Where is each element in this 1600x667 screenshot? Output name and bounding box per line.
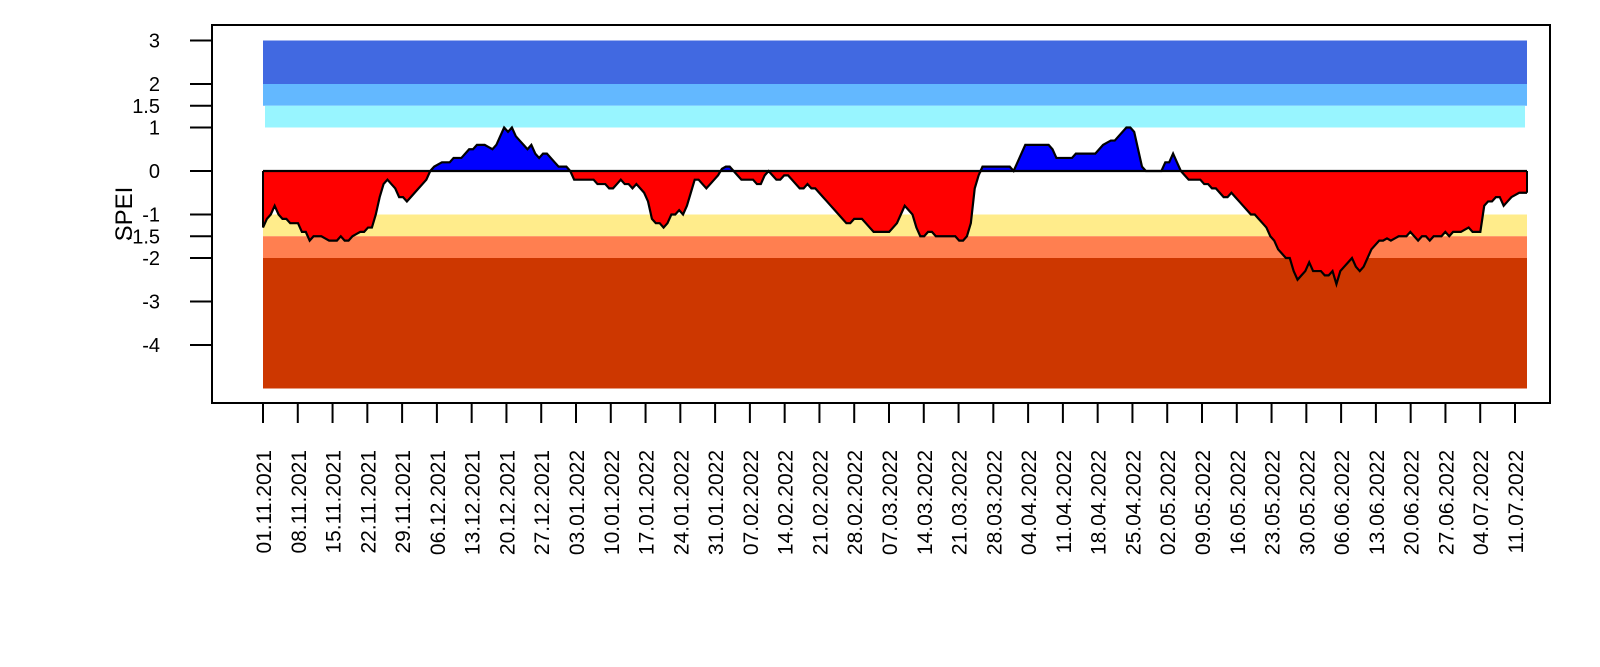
x-tick-label: 10.01.2022 xyxy=(601,450,624,555)
x-tick-label: 28.02.2022 xyxy=(844,450,867,555)
spei-areas xyxy=(261,125,1528,288)
x-tick-label: 09.05.2022 xyxy=(1192,450,1215,555)
x-tick-label: 14.03.2022 xyxy=(914,450,937,555)
x-tick-label: 02.05.2022 xyxy=(1157,450,1180,555)
x-tick-label: 08.11.2021 xyxy=(288,450,311,554)
x-tick-label: 18.04.2022 xyxy=(1088,450,1111,555)
x-tick-label: 04.04.2022 xyxy=(1018,450,1041,555)
x-tick-label: 13.06.2022 xyxy=(1366,450,1389,555)
x-tick-label: 07.03.2022 xyxy=(879,450,902,555)
x-tick-label: 30.05.2022 xyxy=(1296,450,1319,555)
band-1 xyxy=(263,84,1527,106)
x-tick-label: 04.07.2022 xyxy=(1470,450,1493,555)
y-tick-label: 1 xyxy=(149,118,160,140)
x-tick-label: 20.06.2022 xyxy=(1401,450,1424,555)
y-tick-label: 0 xyxy=(149,161,160,183)
x-axis: 01.11.2021 08.11.2021 15.11.2021 22.11.2021… xyxy=(253,402,1528,555)
band-5 xyxy=(263,258,1527,389)
x-tick-label: 31.01.2022 xyxy=(705,450,728,555)
y-tick-label: 2 xyxy=(149,74,160,96)
spei-line xyxy=(261,125,1527,288)
x-tick-label: 17.01.2022 xyxy=(636,450,659,555)
y-tick-label: 3 xyxy=(149,31,160,53)
y-tick-label: 1.5 xyxy=(132,96,160,118)
x-tick-label: 14.02.2022 xyxy=(775,450,798,555)
x-tick-label: 13.12.2021 xyxy=(462,450,485,555)
x-tick-label: 16.05.2022 xyxy=(1227,450,1250,555)
x-tick-label: 11.07.2022 xyxy=(1505,450,1528,554)
x-tick-label: 21.03.2022 xyxy=(949,450,972,555)
x-tick-label: 25.04.2022 xyxy=(1122,450,1145,555)
band-2 xyxy=(265,105,1525,128)
y-tick-label: -3 xyxy=(142,292,160,314)
x-tick-label: 29.11.2021 xyxy=(392,450,415,554)
x-tick-label: 01.11.2021 xyxy=(253,450,276,554)
x-tick-label: 28.03.2022 xyxy=(983,450,1006,555)
x-tick-label: 27.12.2021 xyxy=(531,450,554,555)
y-axis: 3 21.51 0 -1-1.5-2 -3 -4 xyxy=(126,31,212,357)
y-tick-label: -4 xyxy=(142,335,160,357)
x-tick-label: 06.12.2021 xyxy=(427,450,450,555)
negative-area xyxy=(263,171,1527,285)
x-tick-label: 11.04.2022 xyxy=(1053,450,1076,554)
spei-bands xyxy=(263,40,1527,389)
y-tick-label: -1 xyxy=(142,205,160,227)
band-0 xyxy=(263,40,1527,84)
x-tick-label: 03.01.2022 xyxy=(566,450,589,555)
x-tick-label: 07.02.2022 xyxy=(740,450,763,555)
x-tick-label: 21.02.2022 xyxy=(809,450,832,555)
y-tick-label: -1.5 xyxy=(126,226,160,248)
y-tick-label: -2 xyxy=(142,248,160,270)
x-tick-label: 27.06.2022 xyxy=(1435,450,1458,555)
x-tick-label: 15.11.2021 xyxy=(323,450,346,554)
x-tick-label: 23.05.2022 xyxy=(1262,450,1285,555)
x-tick-label: 24.01.2022 xyxy=(670,450,693,555)
x-tick-label: 06.06.2022 xyxy=(1331,450,1354,555)
y-axis-label: SPEI xyxy=(111,187,138,242)
x-tick-label: 20.12.2021 xyxy=(496,450,519,555)
positive-area xyxy=(263,127,1527,171)
band-4 xyxy=(263,236,1527,258)
x-tick-label: 22.11.2021 xyxy=(357,450,380,554)
